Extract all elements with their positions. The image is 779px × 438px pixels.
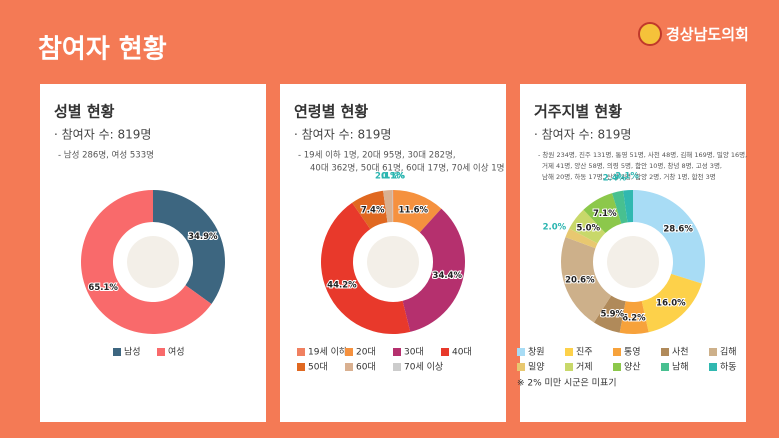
legend-label: 하동	[720, 362, 737, 373]
card-title: 거주지별 현황	[534, 103, 622, 121]
page-title: 참여자 현황	[38, 35, 167, 65]
note: - 남성 286명, 여성 533명	[58, 150, 154, 161]
value-label: 11.6%	[399, 205, 429, 215]
value-label: 7.1%	[593, 209, 617, 219]
donut-segment	[565, 228, 598, 249]
legend-label: 20대	[356, 347, 376, 358]
note: - 창원 234명, 진주 131명, 통영 51명, 사천 48명, 김해 1…	[538, 150, 747, 159]
legend-label: 40대	[452, 347, 472, 358]
note: - 19세 이하 1명, 20대 95명, 30대 282명,	[298, 150, 456, 161]
donut-segment	[633, 190, 705, 284]
donut-segment	[641, 273, 702, 333]
legend-swatch	[157, 348, 165, 356]
card-title: 연령별 현황	[294, 103, 368, 121]
logo-emblem	[638, 22, 662, 46]
legend-label: 거제	[576, 362, 593, 373]
legend-swatch	[565, 348, 573, 356]
legend-swatch	[613, 363, 621, 371]
card-title: 성별 현황	[54, 103, 115, 121]
value-label: 0.1%	[381, 172, 405, 182]
value-label: 7.4%	[361, 205, 385, 215]
footnote: ※ 2% 미만 시군은 미표기	[517, 378, 617, 389]
donut-segment	[623, 190, 633, 223]
legend-swatch	[345, 348, 353, 356]
donut-segment	[593, 295, 626, 333]
legend-swatch	[661, 348, 669, 356]
donut-segment	[619, 301, 649, 334]
legend-label: 30대	[404, 347, 424, 358]
note: 남해 20명, 하동 17명, 산청 2명, 함양 2명, 거창 1명, 합천 …	[542, 172, 716, 181]
legend-label: 김해	[720, 346, 737, 358]
value-label: 34.4%	[433, 271, 463, 281]
legend-label: 사천	[672, 347, 689, 358]
donut-segment	[583, 193, 622, 234]
card-subtitle: · 참여자 수: 819명	[54, 128, 151, 142]
legend-label: 70세 이상	[404, 362, 443, 373]
legend-swatch	[709, 348, 717, 356]
value-label: 2.1%	[615, 172, 639, 182]
value-label: 44.2%	[327, 280, 357, 290]
legend-label: 밀양	[528, 361, 545, 373]
donut-segment	[321, 202, 411, 334]
legend-swatch	[345, 363, 353, 371]
legend-label: 19세 이하	[308, 347, 348, 358]
value-label: 28.6%	[663, 224, 693, 234]
note: 거제 41명, 양산 58명, 의령 5명, 함안 10명, 창녕 8명, 고성…	[542, 161, 722, 170]
legend-swatch	[661, 363, 669, 371]
value-label: 5.9%	[600, 310, 624, 320]
donut-segment	[80, 190, 212, 334]
legend-swatch	[393, 363, 401, 371]
card-subtitle: · 참여자 수: 819명	[294, 128, 391, 142]
value-label: 0.1%	[381, 172, 405, 182]
value-label: 20.6%	[565, 275, 595, 285]
legend-swatch	[565, 363, 573, 371]
center-icon	[127, 236, 179, 288]
legend-label: 여성	[168, 346, 185, 358]
legend-label: 통영	[624, 347, 641, 358]
legend-label: 창원	[528, 347, 545, 358]
value-label: 65.1%	[88, 283, 118, 293]
value-label: 5.0%	[577, 224, 601, 234]
legend-label: 60대	[356, 362, 376, 373]
card-subtitle: · 참여자 수: 819명	[534, 128, 631, 142]
legend-label: 양산	[624, 362, 641, 373]
legend-swatch	[441, 348, 449, 356]
legend-swatch	[517, 363, 525, 371]
donut-segment	[561, 237, 612, 323]
donut-segment	[569, 209, 606, 244]
legend-swatch	[709, 363, 717, 371]
legend-swatch	[113, 348, 121, 356]
note: 40대 362명, 50대 61명, 60대 17명, 70세 이상 1명	[310, 163, 504, 174]
donut-segment	[402, 208, 466, 332]
legend-label: 남해	[672, 362, 689, 373]
center-icon	[367, 236, 419, 288]
value-label: 2.4%	[603, 174, 627, 184]
legend-label: 50대	[308, 362, 328, 373]
donut-segment	[612, 190, 628, 224]
legend-swatch	[517, 348, 525, 356]
value-label: 34.9%	[188, 232, 218, 242]
legend-swatch	[613, 348, 621, 356]
donut-segment	[153, 190, 225, 304]
donut-segment	[383, 190, 393, 223]
value-label: 16.0%	[656, 299, 686, 309]
value-label: 2.1%	[375, 172, 399, 182]
legend-swatch	[393, 348, 401, 356]
value-label: 6.2%	[622, 313, 646, 323]
legend-swatch	[297, 348, 305, 356]
donut-segment	[352, 190, 388, 230]
donut-segment	[393, 190, 442, 233]
value-label: 2.0%	[543, 223, 567, 233]
logo-text: 경상남도의회	[666, 26, 749, 44]
legend-label: 남성	[124, 347, 141, 358]
legend-label: 진주	[576, 347, 593, 358]
center-icon	[607, 236, 659, 288]
legend-swatch	[297, 363, 305, 371]
